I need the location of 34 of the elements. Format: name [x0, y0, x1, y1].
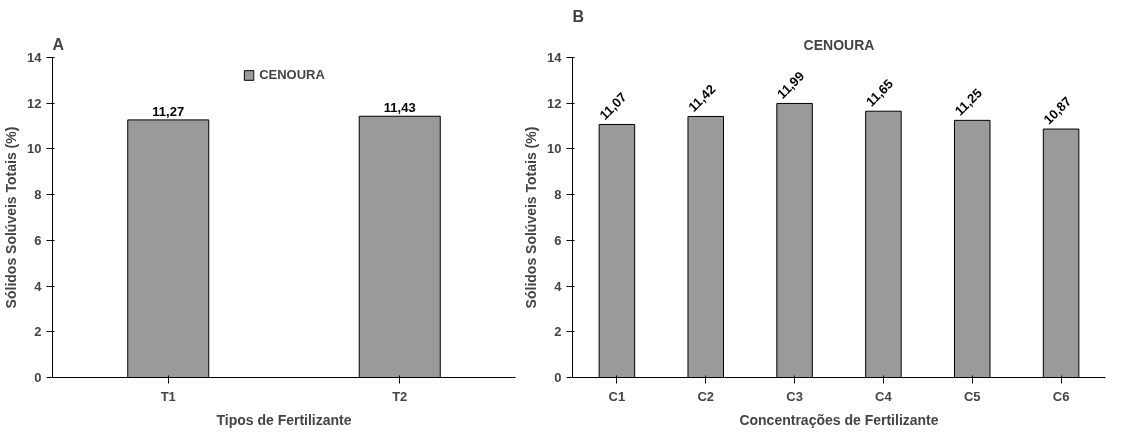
y-tick-label: 4 — [554, 278, 563, 294]
y-axis-title: Sólidos Solúveis Totais (%) — [523, 126, 540, 309]
y-tick-label: 14 — [547, 50, 563, 65]
chart-title: A — [52, 35, 65, 53]
data-label: 11,27 — [152, 103, 185, 119]
y-tick-label: 2 — [34, 324, 42, 340]
x-axis-title: Tipos de Fertilizante — [216, 411, 352, 428]
y-tick-label: 10 — [547, 141, 562, 157]
x-tick-label: C6 — [1052, 388, 1070, 404]
y-tick-label: 6 — [34, 232, 42, 248]
y-tick-label: 4 — [34, 278, 43, 294]
x-tick-label: T2 — [392, 388, 408, 404]
chart-subtitle: CENOURA — [803, 36, 875, 53]
y-tick-label: 10 — [27, 141, 42, 157]
y-axis-title: Sólidos Solúveis Totais (%) — [3, 126, 20, 309]
y-tick-label: 12 — [27, 95, 42, 111]
x-tick-label: T1 — [160, 388, 176, 404]
y-tick-label: 12 — [547, 95, 562, 111]
x-tick-label: C5 — [963, 388, 981, 404]
y-tick-label: 2 — [554, 324, 562, 340]
x-tick-label: C4 — [875, 388, 893, 404]
data-label: 11,43 — [383, 100, 416, 116]
y-tick-label: 14 — [27, 50, 43, 65]
y-tick-label: 8 — [34, 187, 42, 203]
y-tick-label: 6 — [554, 232, 562, 248]
x-tick-label: C2 — [697, 388, 715, 404]
chart-title: B — [572, 7, 585, 25]
y-tick-label: 0 — [34, 370, 42, 385]
y-tick-label: 8 — [554, 187, 562, 203]
x-axis-title: Concentrações de Fertilizante — [739, 411, 939, 428]
x-tick-label: C1 — [608, 388, 626, 404]
x-tick-label: C3 — [786, 388, 803, 404]
legend-label: CENOURA — [259, 67, 325, 82]
y-tick-label: 0 — [554, 370, 562, 385]
